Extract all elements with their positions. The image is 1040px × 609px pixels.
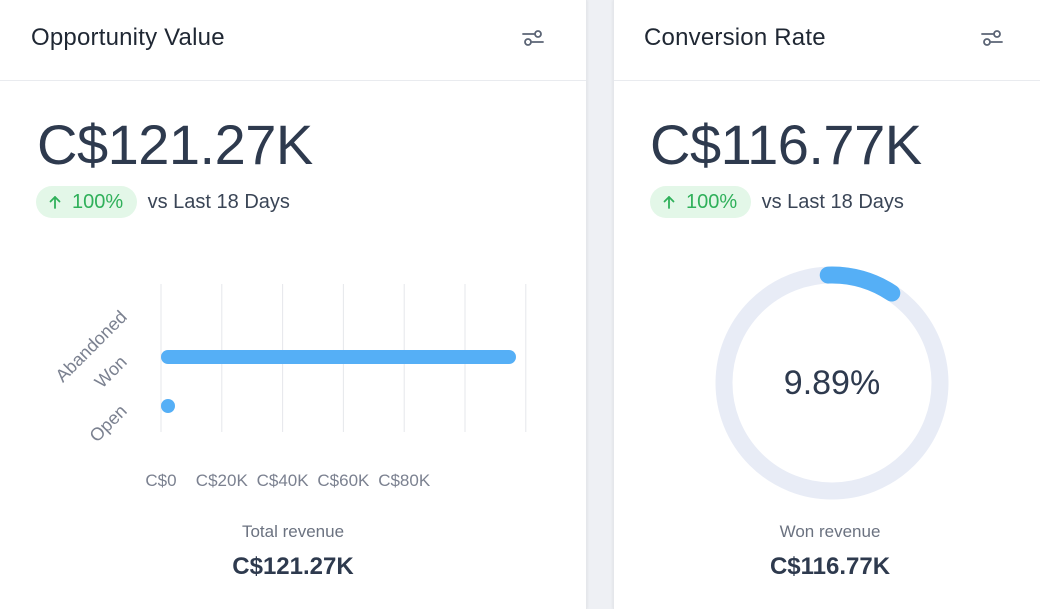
x-tick-label: C$0 bbox=[145, 471, 176, 490]
change-row: 100% vs Last 18 Days bbox=[36, 186, 290, 218]
category-label: Won bbox=[91, 352, 131, 392]
total-revenue-value: C$121.27K bbox=[232, 553, 354, 580]
x-tick-label: C$40K bbox=[257, 471, 310, 490]
donut-percent-label: 9.89% bbox=[783, 364, 881, 402]
opportunity-value-card: Opportunity Value C$121.27K 100% vs Last… bbox=[0, 0, 587, 609]
conversion-value: C$116.77K bbox=[650, 113, 922, 176]
settings-button[interactable] bbox=[980, 26, 1004, 50]
x-tick-label: C$80K bbox=[378, 471, 431, 490]
card-header: Conversion Rate bbox=[614, 0, 1040, 81]
change-percent: 100% bbox=[686, 191, 738, 213]
opportunity-value: C$121.27K bbox=[37, 113, 313, 176]
total-revenue-label: Total revenue bbox=[241, 522, 345, 541]
change-text: vs Last 18 Days bbox=[761, 190, 904, 213]
card-title: Conversion Rate bbox=[644, 24, 826, 51]
arrow-up-icon bbox=[49, 196, 61, 209]
change-badge: 100% bbox=[650, 186, 752, 218]
conversion-rate-card: Conversion Rate C$116.77K 100% vs Last 1… bbox=[613, 0, 1040, 609]
change-text: vs Last 18 Days bbox=[147, 190, 290, 213]
bar-open[interactable] bbox=[161, 399, 175, 413]
sliders-icon bbox=[522, 30, 544, 46]
won-revenue-label: Won revenue bbox=[779, 522, 881, 541]
won-revenue-value: C$116.77K bbox=[769, 553, 891, 580]
sliders-icon bbox=[981, 30, 1003, 46]
settings-button[interactable] bbox=[521, 26, 545, 50]
bar-won[interactable] bbox=[161, 350, 516, 364]
arrow-up-icon bbox=[663, 196, 675, 209]
card-title: Opportunity Value bbox=[31, 24, 225, 51]
change-row: 100% vs Last 18 Days bbox=[650, 186, 904, 218]
category-label: Open bbox=[86, 401, 131, 446]
change-badge: 100% bbox=[36, 186, 138, 218]
x-tick-label: C$20K bbox=[196, 471, 249, 490]
x-tick-label: C$60K bbox=[317, 471, 370, 490]
donut-progress-arc bbox=[715, 266, 949, 500]
card-header: Opportunity Value bbox=[0, 0, 586, 81]
conversion-donut-chart: 9.89% bbox=[714, 265, 950, 501]
change-percent: 100% bbox=[72, 191, 124, 213]
